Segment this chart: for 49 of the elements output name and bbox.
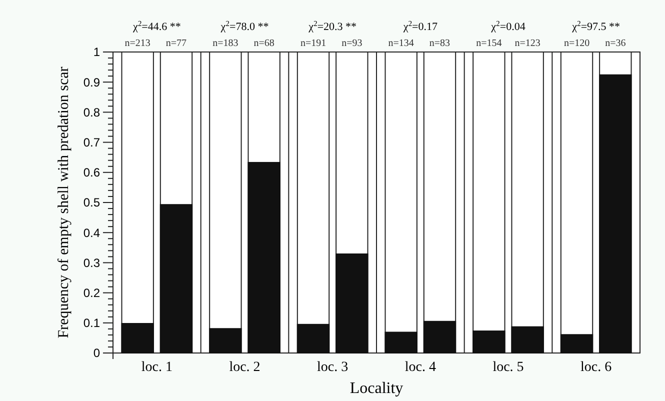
x-tick-label: loc. 3: [317, 360, 348, 375]
y-axis-title: Frequency of empty shell with predation scar: [56, 66, 72, 338]
y-tick-label: 1: [93, 45, 100, 60]
bar: [599, 74, 632, 354]
y-tick-label: 0.4: [83, 226, 100, 240]
bar: [511, 326, 544, 354]
y-tick-label: 0.1: [83, 316, 100, 330]
text: n=77: [166, 38, 187, 49]
text: n=120: [564, 38, 590, 49]
text: n=183: [212, 38, 238, 49]
bar: [384, 332, 418, 354]
x-axis-title: Locality: [350, 380, 404, 397]
y-tick-label: 0: [93, 346, 100, 360]
text: χ$^{2}$=0.17: [402, 18, 438, 33]
y-tick-label: 0.5: [83, 196, 100, 210]
bar: [121, 323, 154, 354]
text: χ$^{2}$=0.04: [490, 18, 526, 33]
text: n=123: [514, 38, 540, 49]
x-tick-label: loc. 6: [580, 360, 612, 375]
bar: [160, 204, 193, 354]
x-tick-label: loc. 4: [404, 360, 436, 375]
text: n=134: [388, 38, 414, 49]
text: n=36: [605, 38, 626, 49]
bar: [472, 330, 506, 354]
bar: [296, 324, 330, 354]
text: n=83: [429, 38, 450, 49]
text: n=154: [476, 38, 502, 49]
y-tick-label: 0.7: [83, 136, 100, 150]
x-tick-label: loc. 1: [141, 360, 172, 375]
y-tick-label: 0.2: [83, 286, 100, 300]
text: χ$^{2}$=44.6 **: [132, 18, 181, 33]
text: n=68: [254, 38, 274, 49]
text: χ$^{2}$=20.3 **: [308, 18, 357, 33]
y-tick-label: 0.9: [83, 75, 100, 90]
bar: [336, 253, 368, 354]
y-tick-label: 0.6: [83, 166, 100, 180]
text: χ$^{2}$=97.5 **: [571, 18, 620, 33]
text: χ$^{2}$=78.0 **: [220, 18, 269, 33]
bar: [560, 334, 594, 354]
y-tick-label: 0.8: [83, 105, 100, 120]
bar: [248, 162, 280, 354]
bar: [209, 328, 242, 354]
y-tick-label: 0.3: [83, 256, 100, 270]
text: n=213: [124, 38, 150, 49]
text: n=93: [342, 38, 362, 49]
x-tick-label: loc. 5: [492, 360, 524, 375]
bar: [423, 320, 456, 354]
text: n=191: [300, 38, 326, 49]
x-tick-label: loc. 2: [229, 360, 260, 375]
